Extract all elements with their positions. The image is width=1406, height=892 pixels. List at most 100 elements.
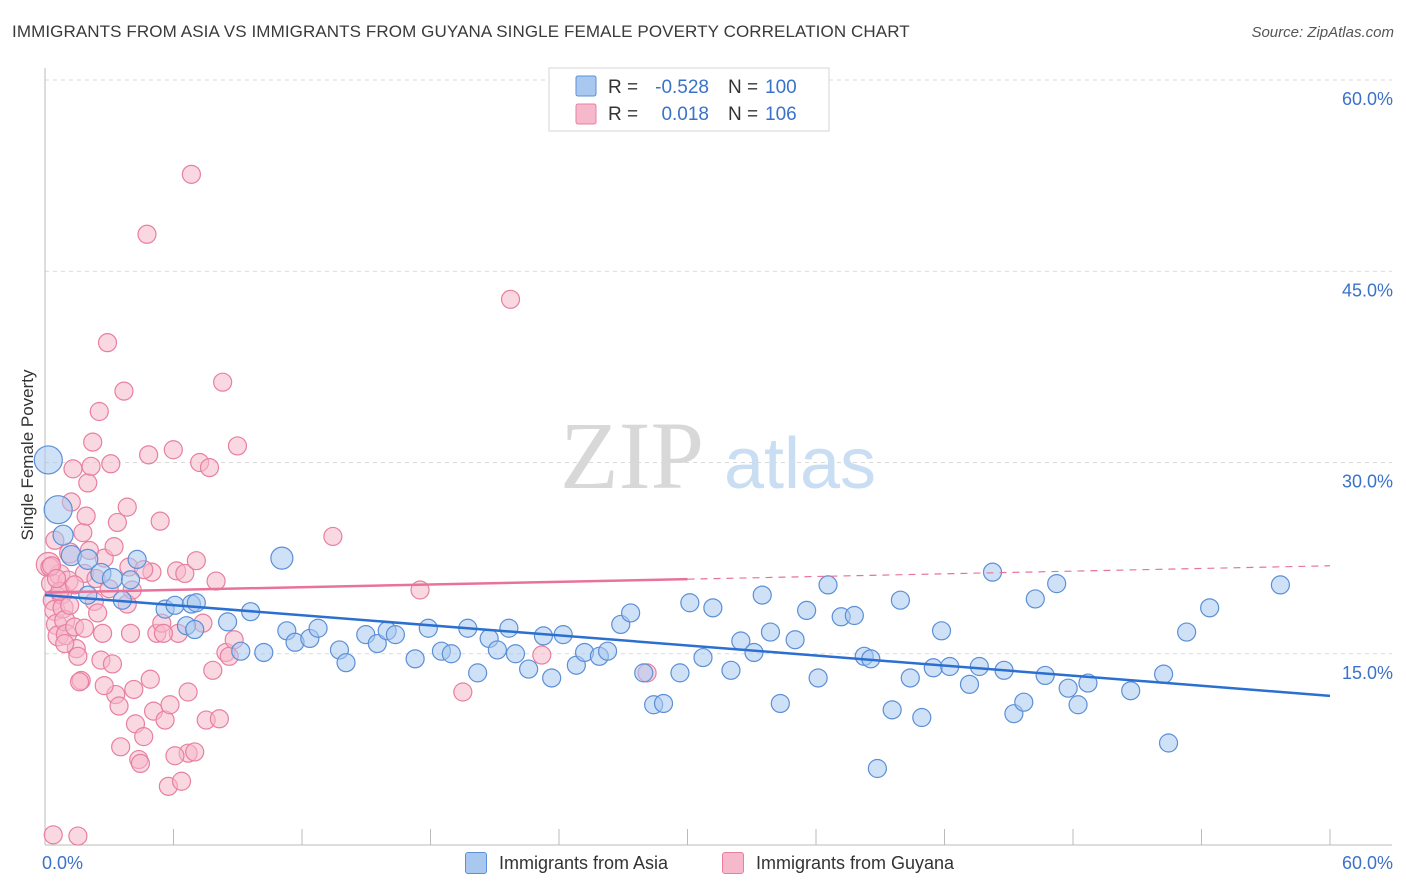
guyana-point xyxy=(104,537,124,557)
chart-title: IMMIGRANTS FROM ASIA VS IMMIGRANTS FROM … xyxy=(12,22,910,41)
asia-point xyxy=(760,622,781,642)
guyana-point xyxy=(175,563,195,584)
stats-guyana-n-value: 106 xyxy=(765,104,797,125)
legend-item-asia[interactable]: Immigrants from Asia xyxy=(465,852,668,874)
asia-point xyxy=(308,618,328,638)
stats-asia-n-value: 100 xyxy=(765,77,797,98)
guyana-point xyxy=(323,526,343,547)
asia-point xyxy=(770,693,790,714)
asia-point xyxy=(721,660,741,680)
asia-point xyxy=(1035,665,1055,686)
axes xyxy=(44,68,1392,846)
guyana-point xyxy=(81,456,101,476)
guyana-point xyxy=(153,623,174,643)
asia-point xyxy=(923,658,943,678)
asia-point xyxy=(621,603,641,623)
guyana-point xyxy=(117,497,137,517)
series-guyana-points xyxy=(35,164,657,846)
guyana-point xyxy=(140,669,160,689)
legend-item-guyana[interactable]: Immigrants from Guyana xyxy=(722,852,954,874)
guyana-point xyxy=(227,436,248,456)
guyana-point xyxy=(209,709,229,729)
y-tick-label: 60.0% xyxy=(1342,89,1393,109)
asia-point xyxy=(217,612,238,632)
y-tick-label: 30.0% xyxy=(1342,472,1393,492)
guyana-point xyxy=(120,623,141,643)
asia-point xyxy=(693,647,713,668)
stats-box: R = -0.528 N = 100 R = 0.018 N = 106 xyxy=(548,67,830,132)
trend-lines xyxy=(44,565,1331,698)
stats-guyana-r-value: 0.018 xyxy=(661,104,709,125)
asia-point xyxy=(418,618,438,638)
guyana-point xyxy=(73,523,93,543)
asia-point xyxy=(1121,681,1141,701)
asia-point xyxy=(1047,574,1067,594)
guyana-point xyxy=(107,512,127,533)
guyana-point xyxy=(213,372,233,392)
x-tick-label: 0.0% xyxy=(42,853,83,873)
asia-point xyxy=(1153,664,1174,684)
guyana-point xyxy=(171,771,192,791)
asia-point xyxy=(912,707,932,728)
guyana-point xyxy=(139,445,159,465)
asia-point xyxy=(519,659,539,679)
asia-point xyxy=(185,619,205,640)
guyana-point xyxy=(74,618,95,638)
guyana-point xyxy=(185,742,205,762)
asia-point xyxy=(890,590,911,610)
asia-point xyxy=(405,649,425,669)
guyana-point xyxy=(114,381,134,401)
asia-point xyxy=(867,758,887,779)
guyana-point xyxy=(163,440,183,460)
asia-point xyxy=(634,663,654,683)
asia-point xyxy=(441,644,461,664)
asia-trend-line xyxy=(44,593,1331,698)
asia-point xyxy=(120,570,141,590)
series-asia-points xyxy=(33,445,1290,779)
asia-point xyxy=(670,663,690,683)
guyana-trend-line-dashed xyxy=(687,565,1331,580)
legend-guyana-label: Immigrants from Guyana xyxy=(756,852,955,873)
guyana-point xyxy=(102,654,123,674)
asia-point xyxy=(542,668,562,688)
asia-point xyxy=(505,644,526,664)
guyana-point xyxy=(199,458,220,478)
asia-point xyxy=(900,668,920,688)
guyana-point xyxy=(97,333,118,353)
legend-asia-swatch xyxy=(465,852,487,874)
guyana-point xyxy=(83,432,103,452)
asia-point xyxy=(752,585,772,605)
watermark-zip: ZIP xyxy=(560,402,704,509)
asia-point xyxy=(882,700,902,720)
watermark: ZIP atlas xyxy=(560,402,876,509)
y-tick-label: 15.0% xyxy=(1342,663,1393,683)
guyana-point xyxy=(532,645,552,665)
asia-point xyxy=(1078,673,1098,693)
guyana-point xyxy=(76,506,96,526)
asia-point xyxy=(703,598,723,618)
asia-point xyxy=(982,562,1003,582)
stats-asia-r-label: R = xyxy=(608,77,638,98)
y-axis-label: Single Female Poverty xyxy=(18,369,37,541)
y-tick-label: 45.0% xyxy=(1342,280,1393,300)
guyana-point xyxy=(203,660,223,680)
asia-point xyxy=(797,600,817,621)
guyana-point xyxy=(88,603,108,623)
guyana-point xyxy=(78,473,98,493)
guyana-point xyxy=(63,459,83,479)
source-credit: Source: ZipAtlas.com xyxy=(1251,24,1394,41)
guyana-trend-line xyxy=(44,577,688,594)
asia-point xyxy=(127,549,147,570)
x-tick-label: 60.0% xyxy=(1342,853,1393,873)
guyana-point xyxy=(65,575,85,595)
guyana-point xyxy=(60,595,80,615)
asia-point xyxy=(959,674,980,694)
asia-point xyxy=(785,630,805,650)
guyana-point xyxy=(89,401,109,422)
asia-point xyxy=(78,585,98,605)
guyana-point xyxy=(101,454,121,474)
guyana-point xyxy=(186,551,206,571)
asia-point xyxy=(808,668,828,688)
asia-point xyxy=(336,653,356,673)
asia-point xyxy=(270,546,294,570)
